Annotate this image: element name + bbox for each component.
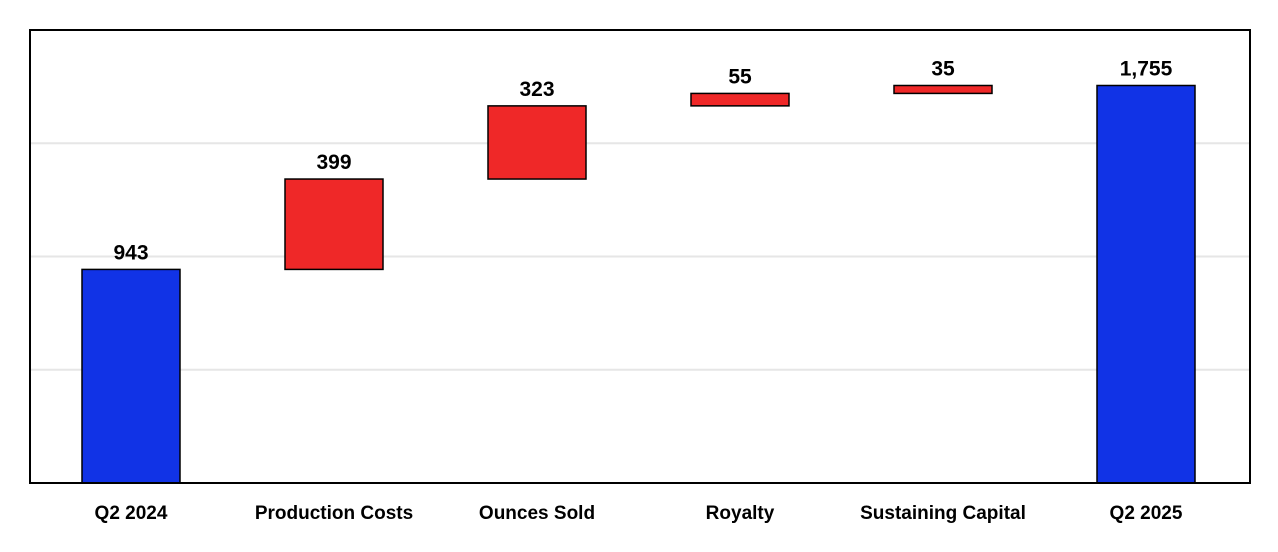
category-label: Production Costs xyxy=(255,503,413,524)
category-label: Royalty xyxy=(706,503,775,524)
value-label: 943 xyxy=(113,241,148,264)
value-labels: 943 399 323 55 35 1,755 xyxy=(113,57,1172,264)
plot-frame xyxy=(29,29,1251,484)
bars xyxy=(81,84,1196,484)
value-label: 399 xyxy=(316,151,351,174)
bar-production-costs xyxy=(284,178,384,271)
bar-q2-2025 xyxy=(1096,84,1196,484)
category-label: Q2 2024 xyxy=(95,503,168,524)
value-label: 1,755 xyxy=(1120,57,1173,80)
category-label: Q2 2025 xyxy=(1110,503,1183,524)
value-label: 55 xyxy=(728,65,752,88)
bar-ounces-sold xyxy=(487,105,587,180)
bar-royalty xyxy=(690,92,790,107)
category-label: Sustaining Capital xyxy=(860,503,1026,524)
category-label: Ounces Sold xyxy=(479,503,595,524)
value-label: 35 xyxy=(931,57,955,80)
bar-sustaining-capital xyxy=(893,84,993,95)
value-label: 323 xyxy=(519,78,554,101)
gridlines xyxy=(30,142,1250,371)
bar-q2-2024 xyxy=(81,268,181,484)
category-labels: Q2 2024 Production Costs Ounces Sold Royalt… xyxy=(95,503,1183,524)
